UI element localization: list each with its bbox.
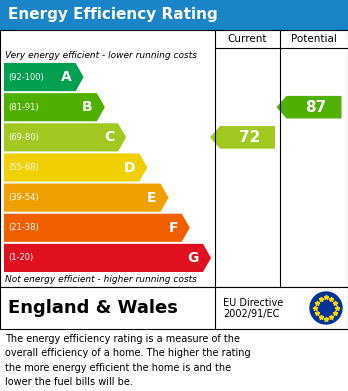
Text: (69-80): (69-80) [8,133,39,142]
Text: England & Wales: England & Wales [8,299,178,317]
Polygon shape [4,244,211,272]
Text: (1-20): (1-20) [8,253,33,262]
Polygon shape [4,153,147,181]
Polygon shape [210,126,275,149]
Text: 72: 72 [239,130,260,145]
Text: (39-54): (39-54) [8,193,39,202]
Text: (81-91): (81-91) [8,103,39,112]
Polygon shape [4,93,105,121]
Text: Not energy efficient - higher running costs: Not energy efficient - higher running co… [5,276,197,285]
Bar [0,287,348,329]
Bar [0,30,348,287]
Text: Energy Efficiency Rating: Energy Efficiency Rating [8,7,218,23]
Text: B: B [82,100,93,114]
Text: (21-38): (21-38) [8,223,39,232]
Polygon shape [4,63,84,91]
Text: (55-68): (55-68) [8,163,39,172]
Circle shape [310,292,342,324]
Text: (92-100): (92-100) [8,73,44,82]
Text: D: D [124,160,135,174]
Polygon shape [4,183,168,212]
Text: The energy efficiency rating is a measure of the
overall efficiency of a home. T: The energy efficiency rating is a measur… [5,334,251,387]
Text: 87: 87 [306,100,327,115]
Text: EU Directive: EU Directive [223,298,283,308]
Text: C: C [104,130,114,144]
Text: E: E [147,191,157,204]
Polygon shape [4,214,190,242]
Polygon shape [4,123,126,151]
Text: G: G [188,251,199,265]
Text: A: A [61,70,72,84]
Bar [0,0,348,30]
Text: F: F [168,221,178,235]
Text: Potential: Potential [291,34,337,44]
Text: 2002/91/EC: 2002/91/EC [223,309,279,319]
Polygon shape [277,96,341,118]
Text: Very energy efficient - lower running costs: Very energy efficient - lower running co… [5,50,197,59]
Text: Current: Current [228,34,267,44]
